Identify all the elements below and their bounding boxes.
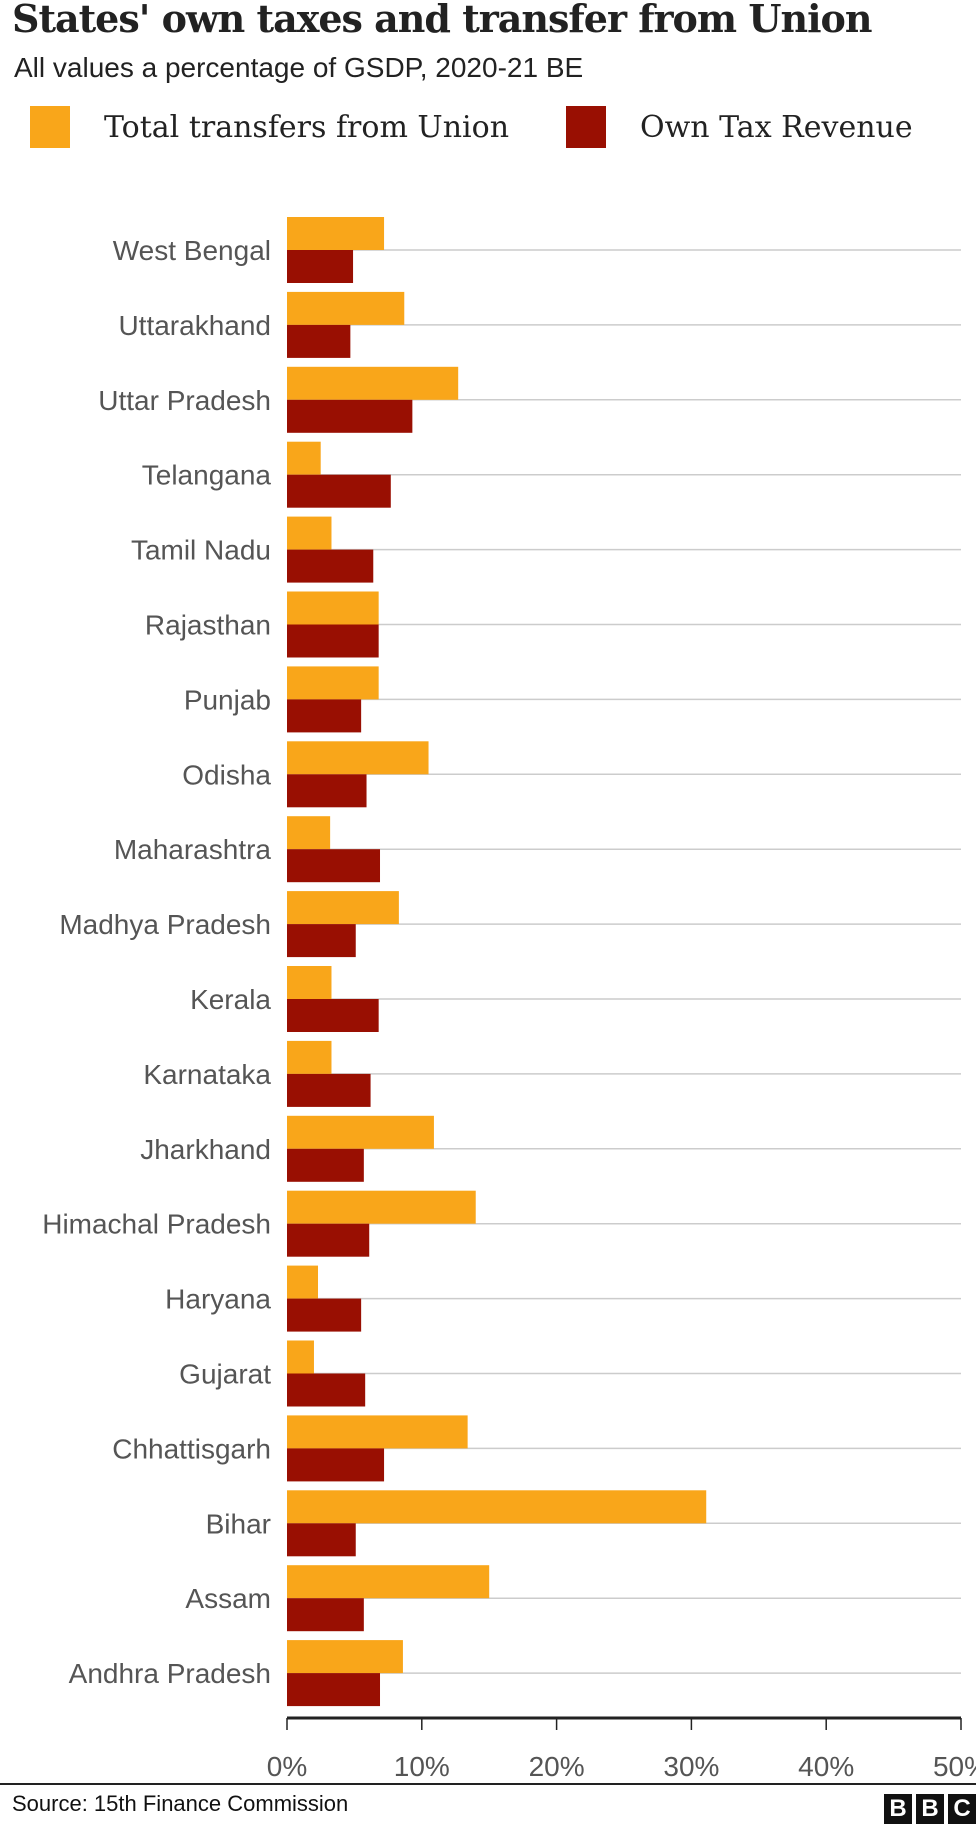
x-tick-label: 20%	[529, 1751, 585, 1780]
bar-own-tax	[287, 474, 391, 508]
x-tick-label: 0%	[267, 1751, 307, 1780]
bar-own-tax	[287, 1523, 356, 1557]
legend-swatch-own-tax	[566, 106, 606, 148]
category-label: Andhra Pradesh	[69, 1658, 271, 1689]
bar-transfers	[287, 441, 321, 475]
category-label: Chhattisgarh	[112, 1433, 271, 1464]
category-label: Karnataka	[143, 1059, 271, 1090]
category-label: Kerala	[190, 984, 271, 1015]
bar-transfers	[287, 516, 332, 550]
category-label: West Bengal	[113, 235, 271, 266]
bar-transfers	[287, 666, 379, 700]
bar-own-tax	[287, 924, 356, 958]
category-label: Odisha	[182, 759, 271, 790]
category-label: Uttar Pradesh	[98, 385, 271, 416]
bar-transfers	[287, 291, 405, 325]
bbc-logo-letter: B	[884, 1794, 912, 1824]
bar-transfers	[287, 1115, 434, 1149]
bar-own-tax	[287, 250, 354, 283]
category-label: Jharkhand	[140, 1134, 271, 1165]
x-tick-label: 40%	[798, 1751, 854, 1780]
x-tick-label: 30%	[663, 1751, 719, 1780]
legend-swatch-transfers	[30, 106, 70, 148]
category-label: Punjab	[184, 684, 271, 715]
bar-own-tax	[287, 1148, 364, 1182]
bar-own-tax	[287, 1373, 366, 1407]
bar-own-tax	[287, 549, 374, 583]
bar-own-tax	[287, 774, 367, 808]
x-tick-label: 10%	[394, 1751, 450, 1780]
legend-label-transfers: Total transfers from Union	[104, 109, 510, 145]
bar-own-tax	[287, 1073, 371, 1107]
bar-transfers	[287, 1415, 468, 1449]
bar-own-tax	[287, 999, 379, 1032]
legend-item-own-tax: Own Tax Revenue	[566, 106, 913, 148]
source-note: Source: 15th Finance Commission	[12, 1791, 349, 1816]
bar-own-tax	[287, 1448, 385, 1482]
bar-transfers	[287, 816, 331, 850]
bar-transfers	[287, 1190, 476, 1224]
category-label: Telangana	[142, 460, 272, 491]
bar-own-tax	[287, 1298, 362, 1332]
bar-transfers	[287, 1265, 319, 1299]
bar-transfers	[287, 366, 459, 400]
bar-transfers	[287, 1340, 314, 1374]
category-label: Madhya Pradesh	[59, 909, 271, 940]
bar-own-tax	[287, 1223, 370, 1257]
category-label: Tamil Nadu	[131, 535, 271, 566]
category-label: Himachal Pradesh	[42, 1209, 271, 1240]
bar-own-tax	[287, 1598, 364, 1632]
bbc-logo: B B C	[884, 1794, 976, 1824]
footer-divider	[0, 1783, 976, 1785]
bar-transfers	[287, 1565, 490, 1599]
category-label: Rajasthan	[145, 610, 271, 641]
category-label: Bihar	[206, 1508, 271, 1539]
bbc-logo-letter: C	[948, 1794, 976, 1824]
bar-transfers	[287, 1640, 403, 1674]
bar-own-tax	[287, 849, 381, 883]
bar-transfers	[287, 966, 332, 999]
chart-subtitle: All values a percentage of GSDP, 2020-21…	[14, 52, 584, 83]
bar-own-tax	[287, 1673, 381, 1707]
category-label: Uttarakhand	[118, 310, 271, 341]
bar-transfers	[287, 741, 429, 775]
bar-own-tax	[287, 324, 351, 358]
bar-own-tax	[287, 699, 362, 733]
x-tick-label: 50%	[933, 1751, 976, 1780]
bar-own-tax	[287, 399, 413, 433]
bar-transfers	[287, 1040, 332, 1074]
bbc-logo-letter: B	[916, 1794, 944, 1824]
bar-transfers	[287, 891, 399, 925]
bar-transfers	[287, 217, 385, 250]
category-label: Maharashtra	[114, 834, 272, 865]
bar-transfers	[287, 591, 379, 625]
chart-title: States' own taxes and transfer from Unio…	[12, 0, 873, 41]
bar-chart: West Bengal Uttarakhand Uttar Pradesh Telan…	[42, 217, 976, 1780]
bar-transfers	[287, 1490, 707, 1524]
category-label: Assam	[185, 1583, 271, 1614]
category-label: Haryana	[165, 1284, 271, 1315]
bar-own-tax	[287, 624, 379, 658]
category-label: Gujarat	[179, 1359, 271, 1390]
legend-item-transfers: Total transfers from Union	[30, 106, 509, 148]
legend-label-own-tax: Own Tax Revenue	[640, 109, 913, 145]
